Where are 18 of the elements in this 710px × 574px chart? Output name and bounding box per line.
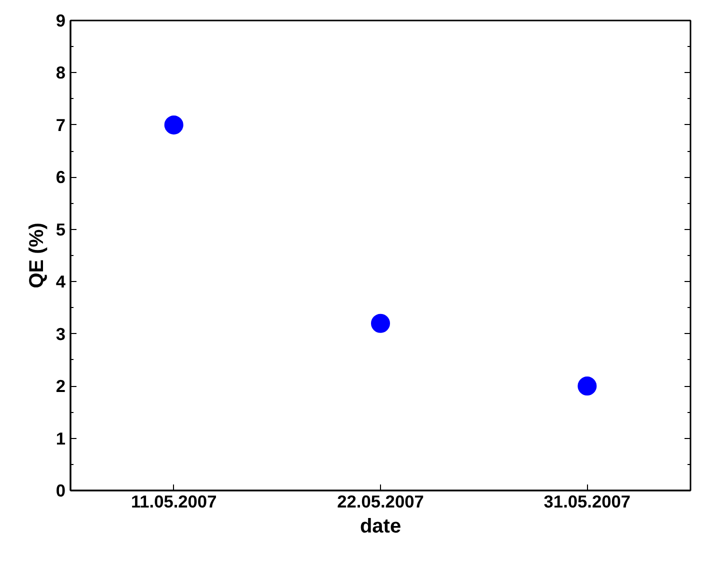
y-tick-label: 9 <box>56 10 66 30</box>
y-tick-label: 1 <box>56 428 66 448</box>
x-tick-label: 31.05.2007 <box>544 492 631 512</box>
y-tick-label: 3 <box>56 324 66 344</box>
x-tick-label: 11.05.2007 <box>130 492 217 512</box>
y-tick-label: 4 <box>56 272 66 292</box>
y-axis-title: QE (%) <box>26 222 48 288</box>
x-tick-label: 22.05.2007 <box>337 492 424 512</box>
point <box>164 115 184 134</box>
point <box>371 314 390 333</box>
y-tick-label: 2 <box>56 376 66 396</box>
y-tick-label: 8 <box>56 62 66 83</box>
y-tick-label: 7 <box>56 114 66 135</box>
point <box>578 376 597 396</box>
y-tick-label: 6 <box>56 167 66 188</box>
y-tick-label: 0 <box>56 480 66 500</box>
x-axis-title: date <box>360 516 402 538</box>
y-tick-label: 5 <box>56 219 66 240</box>
